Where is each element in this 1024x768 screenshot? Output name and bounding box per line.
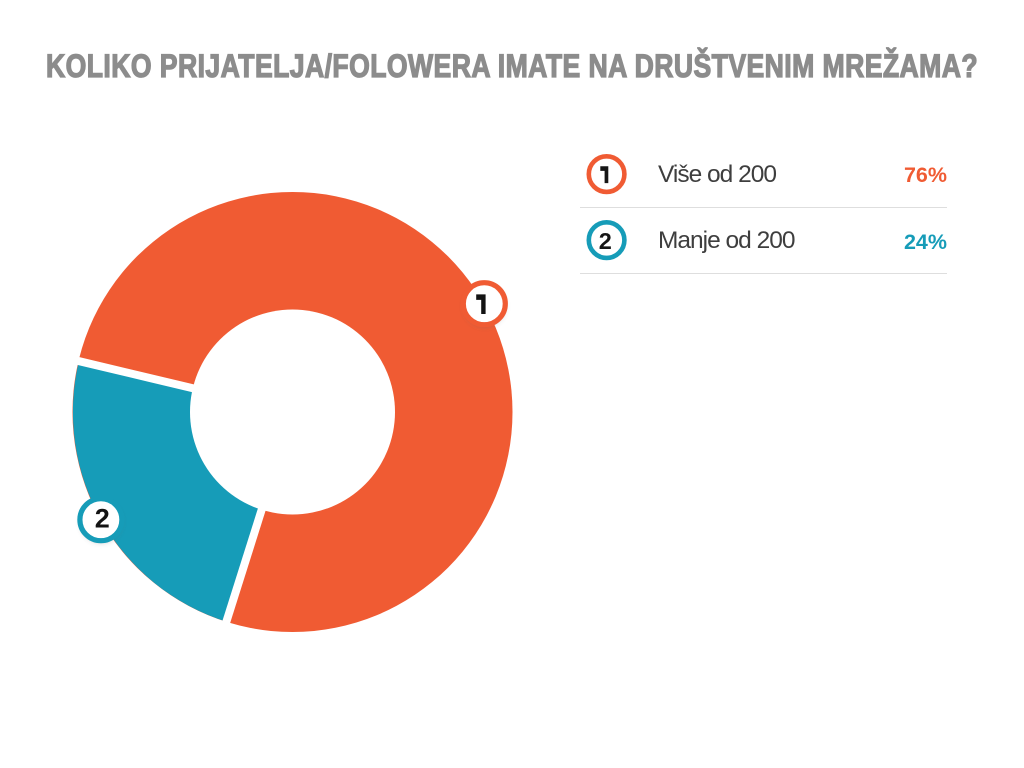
svg-text:2: 2	[599, 228, 612, 254]
svg-text:2: 2	[95, 504, 110, 534]
